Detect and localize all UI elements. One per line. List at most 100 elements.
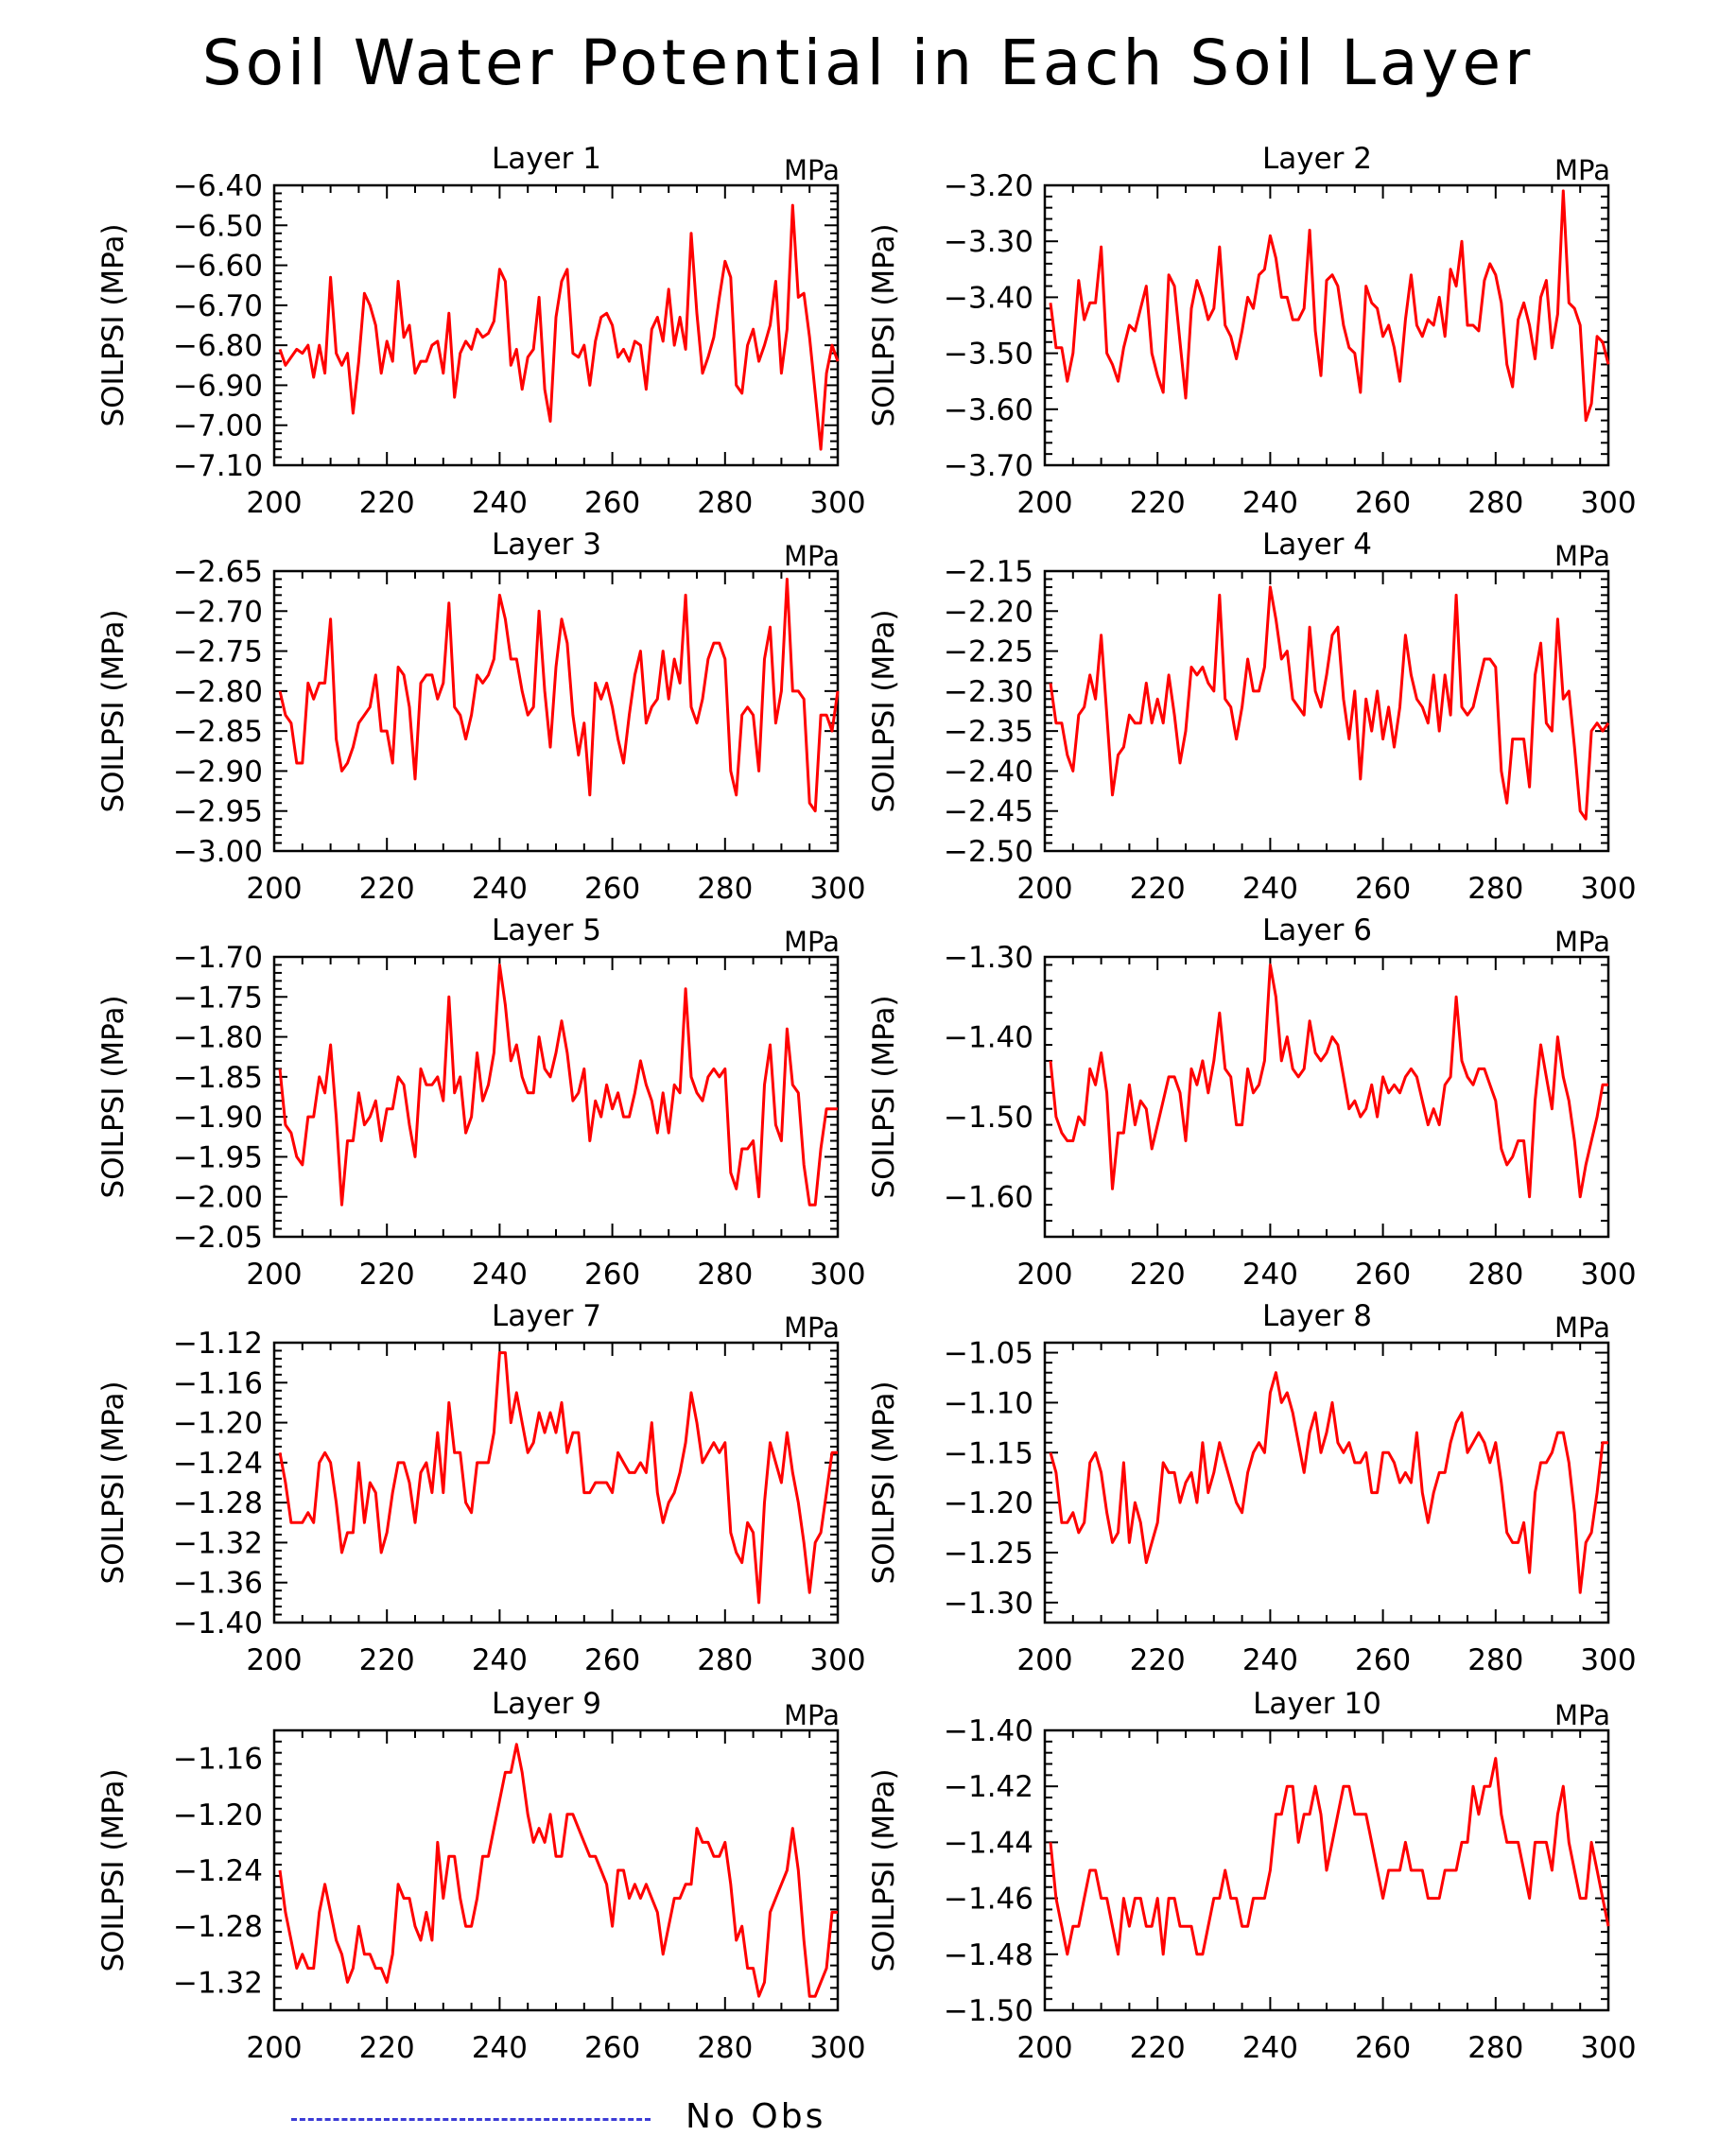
panel-1-series-line: [278, 203, 840, 451]
panel-10-xtick-label: 240: [1242, 2031, 1298, 2065]
panel-1-ylabel: SOILPSI (MPa): [96, 223, 130, 426]
panel-7-ytick-label: −1.12: [173, 1327, 263, 1361]
panel-9-ytick-label: −1.32: [173, 1966, 263, 2000]
panel-6-xtick-label: 240: [1242, 1258, 1298, 1292]
panel-7-xtick-label: 300: [809, 1643, 865, 1677]
panel-3-xtick-label: 280: [697, 872, 753, 906]
panel-4-ytick-label: −2.30: [944, 675, 1033, 709]
panel-6-ytick-label: −1.50: [944, 1101, 1033, 1135]
panel-2-xtick-label: 220: [1130, 486, 1186, 520]
panel-5-ytick-label: −2.00: [173, 1181, 263, 1215]
panel-7-xtick-label: 200: [246, 1643, 302, 1677]
panel-9-ytick-label: −1.16: [173, 1743, 263, 1777]
panel-3-ytick-label: −2.65: [173, 555, 263, 589]
panel-5-ytick-label: −1.95: [173, 1140, 263, 1174]
panel-3-unit: MPa: [784, 540, 840, 572]
panel-5-xtick-label: 240: [472, 1258, 528, 1292]
panel-5-ylabel: SOILPSI (MPa): [96, 995, 130, 1198]
panel-6-xtick-label: 260: [1355, 1258, 1411, 1292]
panel-2-ytick-label: −3.20: [944, 169, 1033, 203]
panel-4-ytick-label: −2.35: [944, 715, 1033, 749]
panel-1-ytick-label: −6.80: [173, 329, 263, 363]
panel-7-unit: MPa: [784, 1311, 840, 1344]
panel-7-ytick-label: −1.16: [173, 1366, 263, 1400]
panel-5-unit: MPa: [784, 926, 840, 958]
panel-9-ytick-label: −1.20: [173, 1798, 263, 1832]
panel-6-xtick-label: 280: [1467, 1258, 1523, 1292]
panel-6-unit: MPa: [1554, 926, 1610, 958]
panel-2-series-line: [1049, 189, 1610, 423]
panel-8-xtick-label: 300: [1580, 1643, 1636, 1677]
panel-2-xtick-label: 240: [1242, 486, 1298, 520]
panel-9-xtick-label: 200: [246, 2031, 302, 2065]
panel-3-title: Layer 3: [492, 528, 601, 562]
panel-9-xtick-label: 240: [472, 2031, 528, 2065]
panel-6-ylabel: SOILPSI (MPa): [867, 995, 901, 1198]
panel-10-unit: MPa: [1554, 1699, 1610, 1731]
panel-8-xtick-label: 220: [1130, 1643, 1186, 1677]
panel-4-ytick-label: −2.25: [944, 635, 1033, 669]
panel-8-ytick-label: −1.05: [944, 1337, 1033, 1371]
panel-1-ytick-label: −6.50: [173, 209, 263, 243]
panel-3-xtick-label: 260: [584, 872, 640, 906]
panel-9-xtick-label: 260: [584, 2031, 640, 2065]
panel-2-ylabel: SOILPSI (MPa): [867, 223, 901, 426]
panel-8-frame: [1043, 1341, 1610, 1624]
panel-2-xtick-label: 200: [1016, 486, 1072, 520]
panel-10-xtick-label: 280: [1467, 2031, 1523, 2065]
panel-5-xtick-label: 260: [584, 1258, 640, 1292]
panel-10-ytick-label: −1.46: [944, 1883, 1033, 1917]
panel-1-xtick-label: 300: [809, 486, 865, 520]
panel-4-ytick-label: −2.50: [944, 835, 1033, 869]
panel-8-ytick-label: −1.30: [944, 1587, 1033, 1621]
panel-9-xtick-label: 280: [697, 2031, 753, 2065]
panel-10-ytick-label: −1.42: [944, 1770, 1033, 1804]
panel-7-series-line: [278, 1351, 838, 1605]
panel-10-xtick-label: 260: [1355, 2031, 1411, 2065]
panel-7-ytick-label: −1.32: [173, 1526, 263, 1560]
panel-3-ylabel: SOILPSI (MPa): [96, 609, 130, 812]
panel-1-ytick-label: −7.00: [173, 409, 263, 443]
panel-8-series-line: [1049, 1371, 1608, 1594]
panel-7-xtick-label: 280: [697, 1643, 753, 1677]
panel-5-title: Layer 5: [492, 913, 601, 947]
panel-8-ytick-label: −1.20: [944, 1486, 1033, 1520]
panel-3-xtick-label: 220: [359, 872, 415, 906]
panel-7-ylabel: SOILPSI (MPa): [96, 1381, 130, 1584]
panel-1-xtick-label: 220: [359, 486, 415, 520]
panel-4-title: Layer 4: [1262, 528, 1372, 562]
panel-3-ytick-label: −2.80: [173, 675, 263, 709]
panel-4-xtick-label: 260: [1355, 872, 1411, 906]
panel-6-ytick-label: −1.30: [944, 941, 1033, 975]
panel-5-ytick-label: −1.75: [173, 981, 263, 1015]
panel-10-title: Layer 10: [1253, 1687, 1381, 1721]
panel-7-ytick-label: −1.20: [173, 1407, 263, 1441]
panel-10-xtick-label: 220: [1130, 2031, 1186, 2065]
panel-10-series-line: [1049, 1757, 1610, 1956]
panel-2-ytick-label: −3.40: [944, 281, 1033, 315]
panel-5-series-line: [278, 964, 838, 1207]
panel-2-ytick-label: −3.30: [944, 225, 1033, 259]
panel-8-ylabel: SOILPSI (MPa): [867, 1381, 901, 1584]
panel-10-ytick-label: −1.48: [944, 1938, 1033, 1972]
panel-4-xtick-label: 240: [1242, 872, 1298, 906]
panel-7-xtick-label: 220: [359, 1643, 415, 1677]
panel-8-ytick-label: −1.15: [944, 1436, 1033, 1470]
panel-2-xtick-label: 280: [1467, 486, 1523, 520]
panel-2-ytick-label: −3.50: [944, 338, 1033, 372]
panel-7-frame: [272, 1341, 840, 1624]
panel-5-xtick-label: 220: [359, 1258, 415, 1292]
panel-1-ytick-label: −7.10: [173, 449, 263, 483]
panel-7-xtick-label: 240: [472, 1643, 528, 1677]
panel-5-xtick-label: 300: [809, 1258, 865, 1292]
panel-5-ytick-label: −1.70: [173, 941, 263, 975]
panel-3-ytick-label: −2.95: [173, 795, 263, 829]
panel-10-xtick-label: 200: [1016, 2031, 1072, 2065]
panel-6-series-line: [1049, 964, 1608, 1199]
panel-4-ylabel: SOILPSI (MPa): [867, 609, 901, 812]
panel-3-series-line: [278, 578, 840, 813]
panel-1-unit: MPa: [784, 154, 840, 186]
panel-6-ytick-label: −1.60: [944, 1181, 1033, 1215]
figure-title: Soil Water Potential in Each Soil Layer: [201, 26, 1535, 99]
